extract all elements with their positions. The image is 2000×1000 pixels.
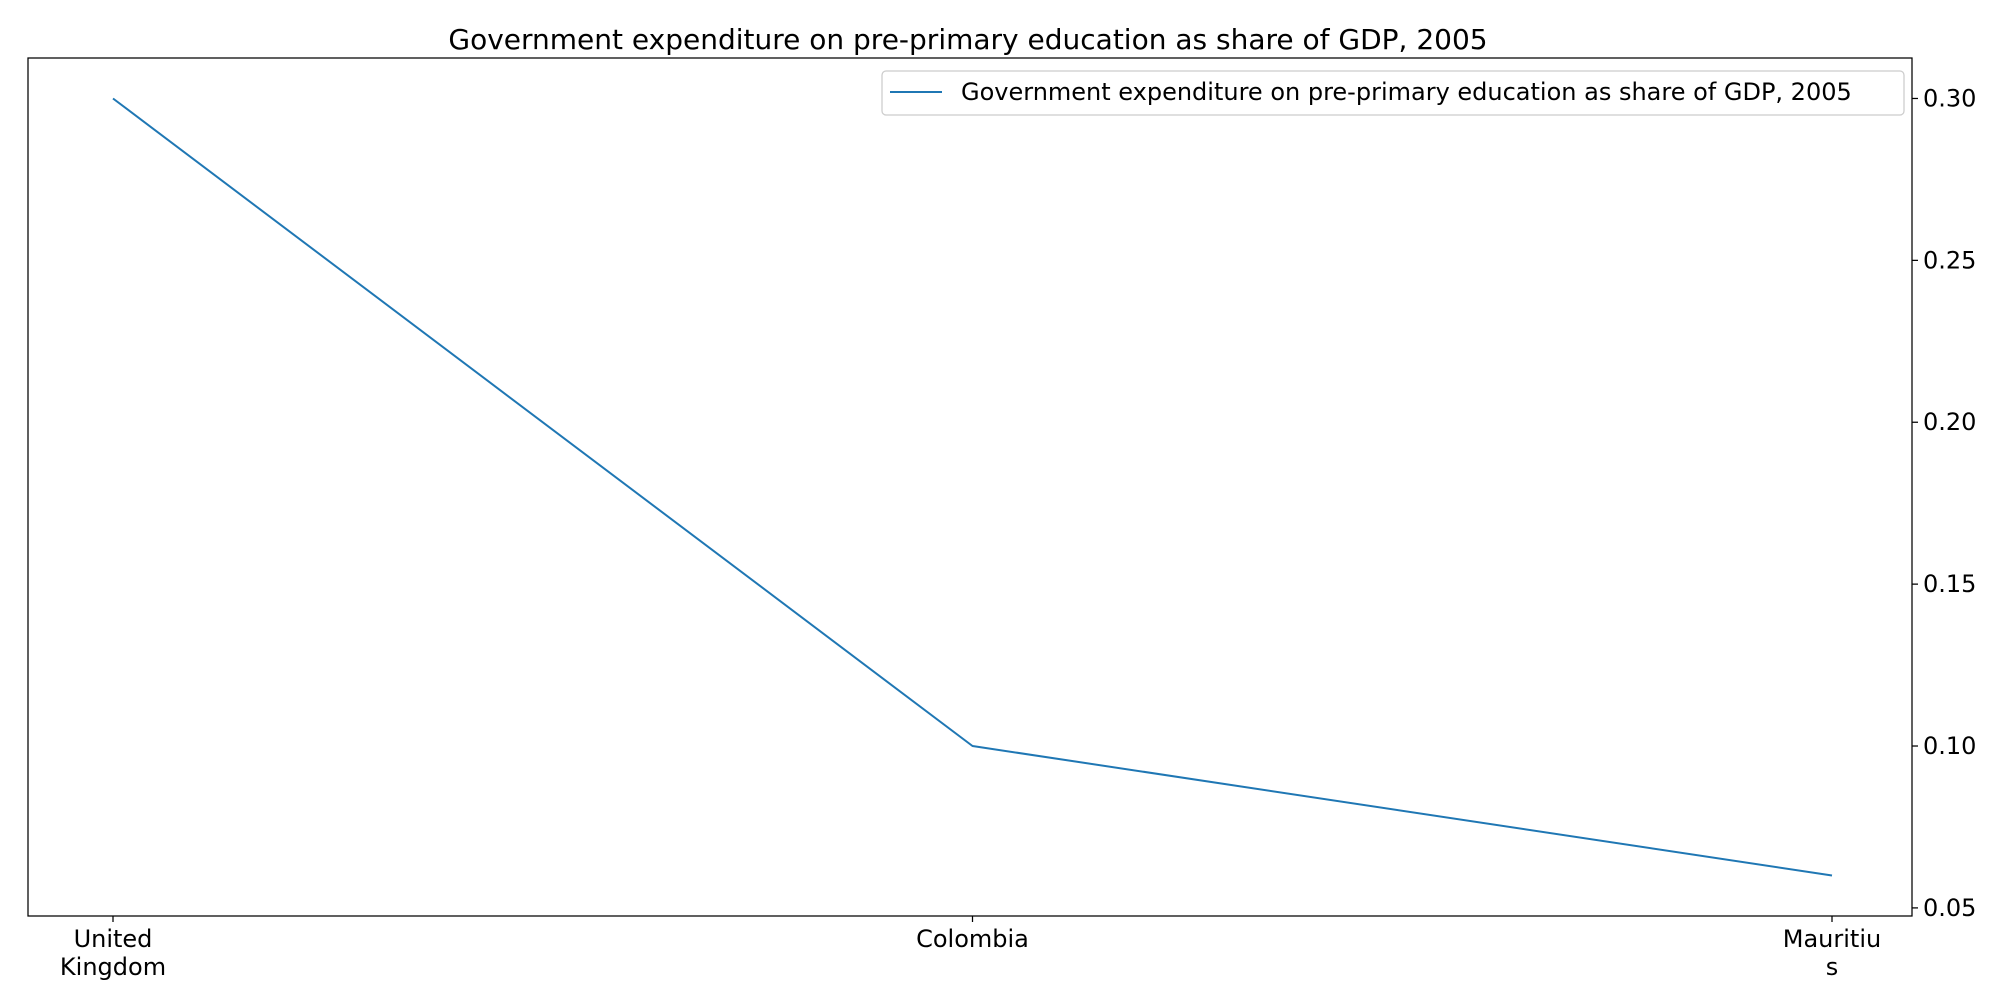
- plot-area: [27, 57, 1913, 917]
- y-tick-label: 0.10: [1923, 732, 1976, 760]
- y-tick-label: 0.15: [1923, 570, 1976, 598]
- y-axis: 0.05 0.10 0.15 0.20 0.25 0.30: [1912, 84, 1976, 922]
- y-tick-label: 0.30: [1923, 84, 1976, 112]
- x-tick-label: Colombia: [916, 925, 1029, 953]
- series-line: [112, 97, 1833, 877]
- y-tick-label: 0.25: [1923, 246, 1976, 274]
- chart-title: Government expenditure on pre-primary ed…: [448, 23, 1487, 56]
- legend-box: [881, 70, 1905, 116]
- y-tick-label: 0.05: [1923, 894, 1976, 922]
- series-layer: [112, 97, 1833, 877]
- y-tick-label: 0.20: [1923, 408, 1976, 436]
- x-tick-label: Mauritiu s: [1783, 925, 1881, 981]
- x-axis: United Kingdom Colombia Mauritiu s: [60, 916, 1881, 981]
- legend: Government expenditure on pre-primary ed…: [881, 70, 1905, 116]
- x-tick-label: United Kingdom: [60, 925, 166, 981]
- legend-label: Government expenditure on pre-primary ed…: [961, 78, 1852, 106]
